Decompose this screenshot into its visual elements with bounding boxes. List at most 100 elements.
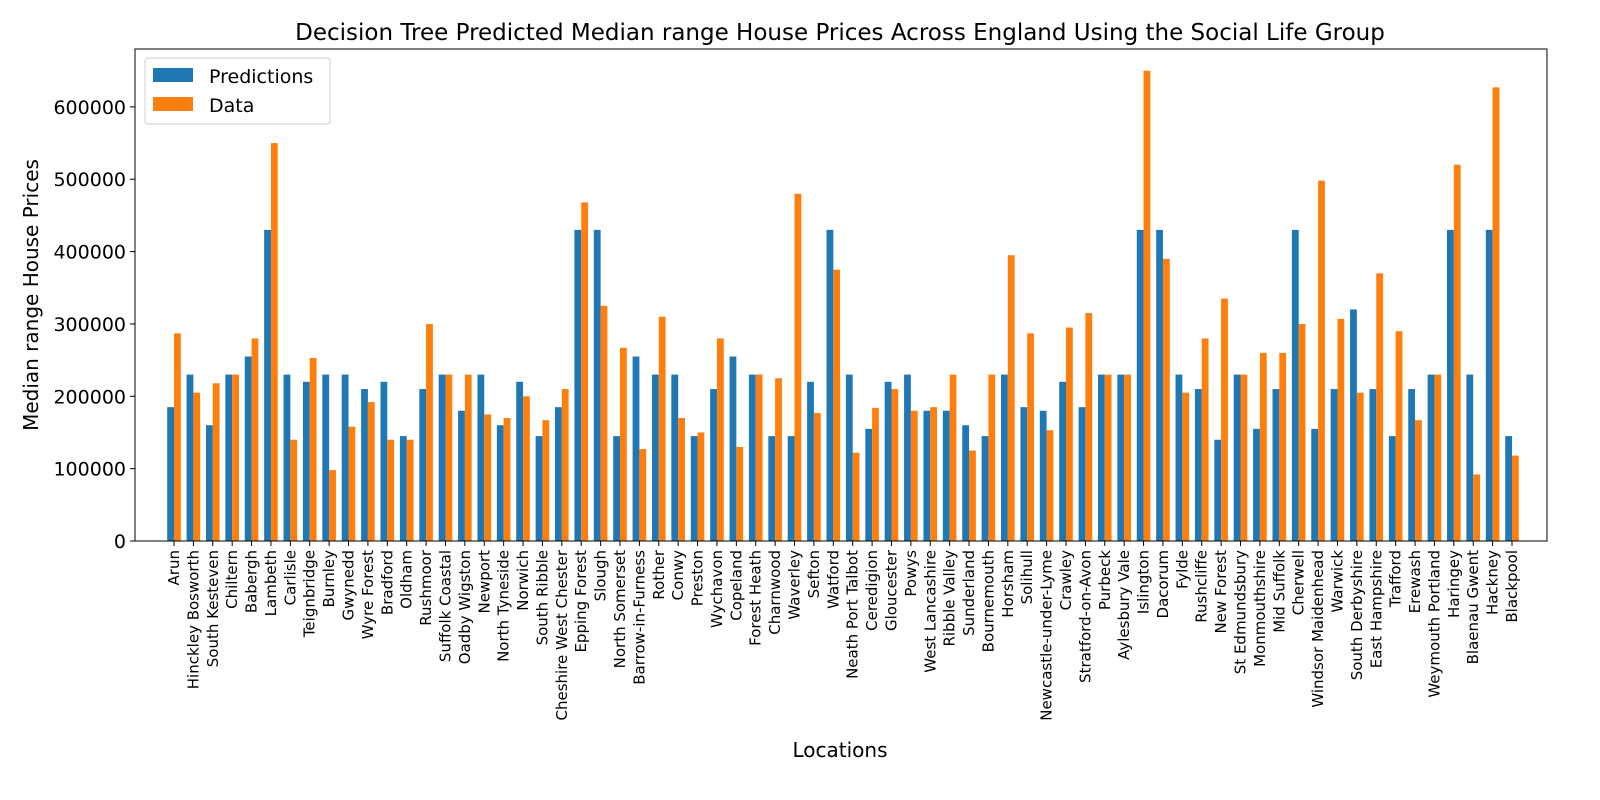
x-tick-label-10: Wyre Forest xyxy=(359,550,377,639)
bar-predictions-38 xyxy=(904,374,911,541)
legend: Predictions Data xyxy=(144,57,331,125)
bar-predictions-3 xyxy=(225,374,233,541)
bar-predictions-35 xyxy=(845,374,853,541)
bar-data-59 xyxy=(1318,180,1325,541)
bar-data-69 xyxy=(1512,455,1519,541)
x-tick-label-27: Preston xyxy=(689,550,707,606)
bar-predictions-5 xyxy=(264,229,271,541)
bar-data-27 xyxy=(697,432,705,541)
bar-data-32 xyxy=(794,193,802,541)
y-tick-label-0: 0 xyxy=(114,531,126,553)
x-tick-label-55: St Edmundsbury xyxy=(1232,550,1250,674)
bar-data-19 xyxy=(542,420,550,541)
bar-predictions-47 xyxy=(1078,407,1086,541)
bar-data-16 xyxy=(484,414,492,541)
bar-predictions-33 xyxy=(807,381,814,541)
x-tick-label-38: Powys xyxy=(902,550,920,597)
x-tick-label-50: Islington xyxy=(1135,550,1153,614)
bar-data-3 xyxy=(232,374,239,541)
x-tick-label-56: Monmouthshire xyxy=(1251,550,1269,667)
bar-data-8 xyxy=(329,470,336,541)
bar-data-0 xyxy=(174,333,181,541)
bar-data-62 xyxy=(1376,273,1384,541)
bar-predictions-27 xyxy=(690,436,698,541)
bar-data-29 xyxy=(736,446,744,541)
bar-predictions-42 xyxy=(981,436,989,541)
bar-predictions-12 xyxy=(399,436,407,541)
bar-data-11 xyxy=(387,439,395,541)
bar-predictions-8 xyxy=(322,374,330,541)
bar-predictions-67 xyxy=(1466,374,1474,541)
bar-data-57 xyxy=(1279,352,1287,541)
x-tick-label-69: Blackpool xyxy=(1503,550,1521,623)
bar-data-22 xyxy=(600,305,608,541)
bar-predictions-66 xyxy=(1447,229,1454,541)
x-tick-label-22: Slough xyxy=(592,550,610,601)
x-tick-label-8: Burnley xyxy=(320,550,338,608)
bar-predictions-68 xyxy=(1485,229,1493,541)
bar-data-30 xyxy=(755,374,763,541)
bar-predictions-61 xyxy=(1350,309,1357,541)
x-tick-label-19: South Ribble xyxy=(533,550,551,645)
bar-data-38 xyxy=(910,410,918,541)
bar-data-21 xyxy=(581,202,589,541)
bar-data-26 xyxy=(678,418,685,541)
x-tick-label-12: Oldham xyxy=(398,550,416,609)
bar-predictions-9 xyxy=(341,374,349,541)
bar-predictions-36 xyxy=(865,428,873,541)
bar-data-25 xyxy=(658,316,666,541)
bar-data-28 xyxy=(716,338,724,541)
bar-predictions-40 xyxy=(942,410,950,541)
x-tick-label-37: Gloucester xyxy=(882,549,900,631)
bar-predictions-28 xyxy=(710,389,717,541)
x-tick-label-41: Sunderland xyxy=(960,550,978,636)
y-axis-label: Median range House Prices xyxy=(19,159,43,431)
x-tick-label-42: Bournemouth xyxy=(979,550,997,652)
x-tick-label-58: Cherwell xyxy=(1290,550,1308,615)
y-tick-label-6: 600000 xyxy=(53,97,126,119)
x-tick-label-46: Crawley xyxy=(1057,550,1075,610)
bar-predictions-10 xyxy=(361,389,368,541)
x-tick-label-47: Stratford-on-Avon xyxy=(1076,550,1094,683)
bar-data-20 xyxy=(561,389,569,541)
x-tick-label-26: Conwy xyxy=(669,550,687,600)
bar-predictions-20 xyxy=(555,407,562,541)
bar-predictions-11 xyxy=(380,381,388,541)
bar-predictions-43 xyxy=(1001,374,1008,541)
x-tick-label-24: Barrow-in-Furness xyxy=(630,550,648,685)
x-tick-label-14: Suffolk Coastal xyxy=(436,550,454,662)
bar-predictions-6 xyxy=(283,374,291,541)
x-tick-label-59: Windsor Maidenhead xyxy=(1309,550,1327,708)
bar-predictions-44 xyxy=(1020,407,1028,541)
x-tick-label-5: Lambeth xyxy=(262,550,280,616)
bar-data-1 xyxy=(193,392,201,541)
y-tick-label-5: 500000 xyxy=(53,169,126,191)
bar-predictions-15 xyxy=(458,410,465,541)
x-tick-label-3: Chiltern xyxy=(223,550,241,609)
bar-data-33 xyxy=(813,412,821,541)
y-tick-label-2: 200000 xyxy=(53,386,126,408)
x-tick-label-62: East Hampshire xyxy=(1367,550,1385,668)
bar-predictions-24 xyxy=(632,356,640,541)
x-tick-label-4: Babergh xyxy=(243,550,261,613)
bar-data-47 xyxy=(1085,313,1093,541)
bar-data-35 xyxy=(852,452,860,541)
bar-predictions-37 xyxy=(884,381,892,541)
bar-predictions-53 xyxy=(1194,389,1202,541)
bar-data-46 xyxy=(1066,327,1073,541)
bar-predictions-49 xyxy=(1117,374,1125,541)
bar-predictions-16 xyxy=(477,374,485,541)
bar-predictions-17 xyxy=(496,425,504,541)
bar-data-55 xyxy=(1240,374,1248,541)
x-tick-label-11: Bradford xyxy=(378,550,396,615)
legend-swatch-data xyxy=(153,97,193,111)
bar-data-37 xyxy=(891,389,899,541)
bar-data-5 xyxy=(270,143,278,541)
legend-label-predictions: Predictions xyxy=(209,66,313,88)
bar-predictions-14 xyxy=(438,374,446,541)
bar-data-56 xyxy=(1259,352,1267,541)
x-tick-label-15: Oadby Wigston xyxy=(456,550,474,664)
bar-predictions-58 xyxy=(1291,229,1299,541)
bar-predictions-29 xyxy=(729,356,737,541)
bar-predictions-60 xyxy=(1330,389,1338,541)
